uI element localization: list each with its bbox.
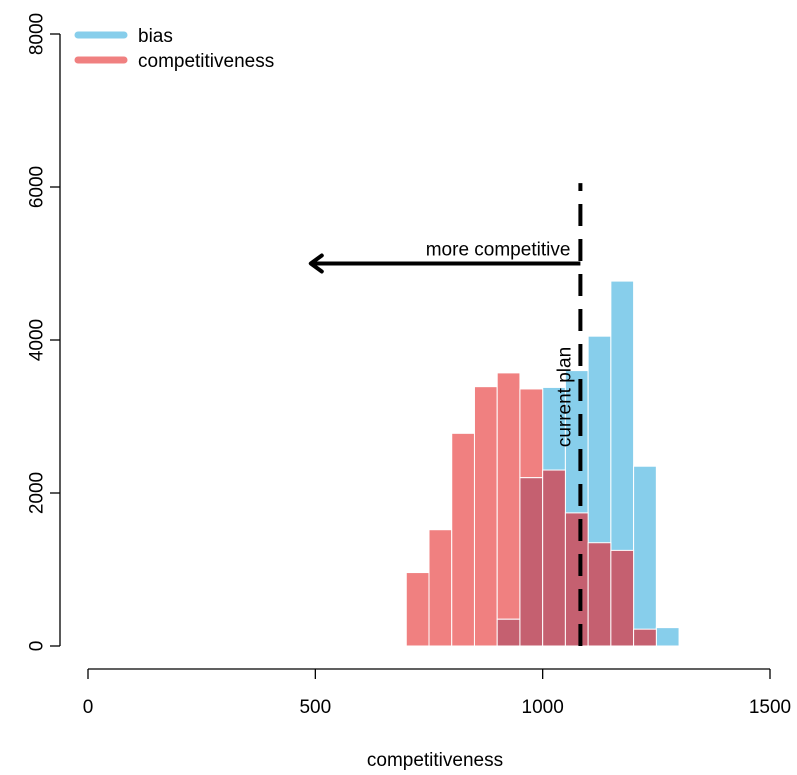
x-tick-label-3: 1500	[749, 697, 791, 718]
competitiveness-bar-1	[428, 529, 453, 647]
more-competitive-label: more competitive	[426, 240, 571, 261]
x-tick-label-0: 0	[83, 697, 94, 718]
annotations-layer: current plan more competitive	[308, 183, 583, 646]
y-tick-label-3: 6000	[27, 166, 48, 208]
current-plan-label: current plan	[554, 347, 575, 447]
legend: bias competitiveness	[74, 26, 274, 72]
bias-bar-6	[633, 465, 657, 647]
overlap-bar-5	[519, 477, 544, 647]
competitiveness-bar-0	[405, 572, 430, 647]
x-tick-label-1: 500	[299, 697, 331, 718]
legend-label-0: bias	[138, 26, 173, 47]
overlap-bar-7	[564, 512, 589, 647]
overlap-bar-4	[496, 618, 521, 647]
competitiveness-bar-4	[496, 372, 521, 620]
overlap-bar-6	[542, 469, 566, 647]
axes-layer: 0 2000 4000 6000 8000 0 500 1000 1500	[27, 13, 792, 718]
bias-bar-7	[655, 627, 680, 647]
competitiveness-bar-5	[519, 388, 544, 479]
bars-layer	[405, 280, 680, 647]
y-tick-label-0: 0	[27, 641, 48, 652]
x-axis-label: competitiveness	[367, 750, 503, 771]
overlap-bar-8	[587, 542, 612, 647]
overlap-bar-10	[633, 628, 657, 647]
competitiveness-bar-2	[451, 432, 475, 647]
overlap-bar-9	[610, 549, 635, 647]
y-tick-label-2: 4000	[27, 319, 48, 361]
y-tick-label-4: 8000	[27, 13, 48, 55]
more-competitive-arrowhead	[308, 253, 324, 274]
competitiveness-bar-3	[473, 386, 498, 647]
legend-label-1: competitiveness	[138, 51, 274, 72]
y-tick-label-1: 2000	[27, 472, 48, 514]
x-tick-label-2: 1000	[522, 697, 564, 718]
